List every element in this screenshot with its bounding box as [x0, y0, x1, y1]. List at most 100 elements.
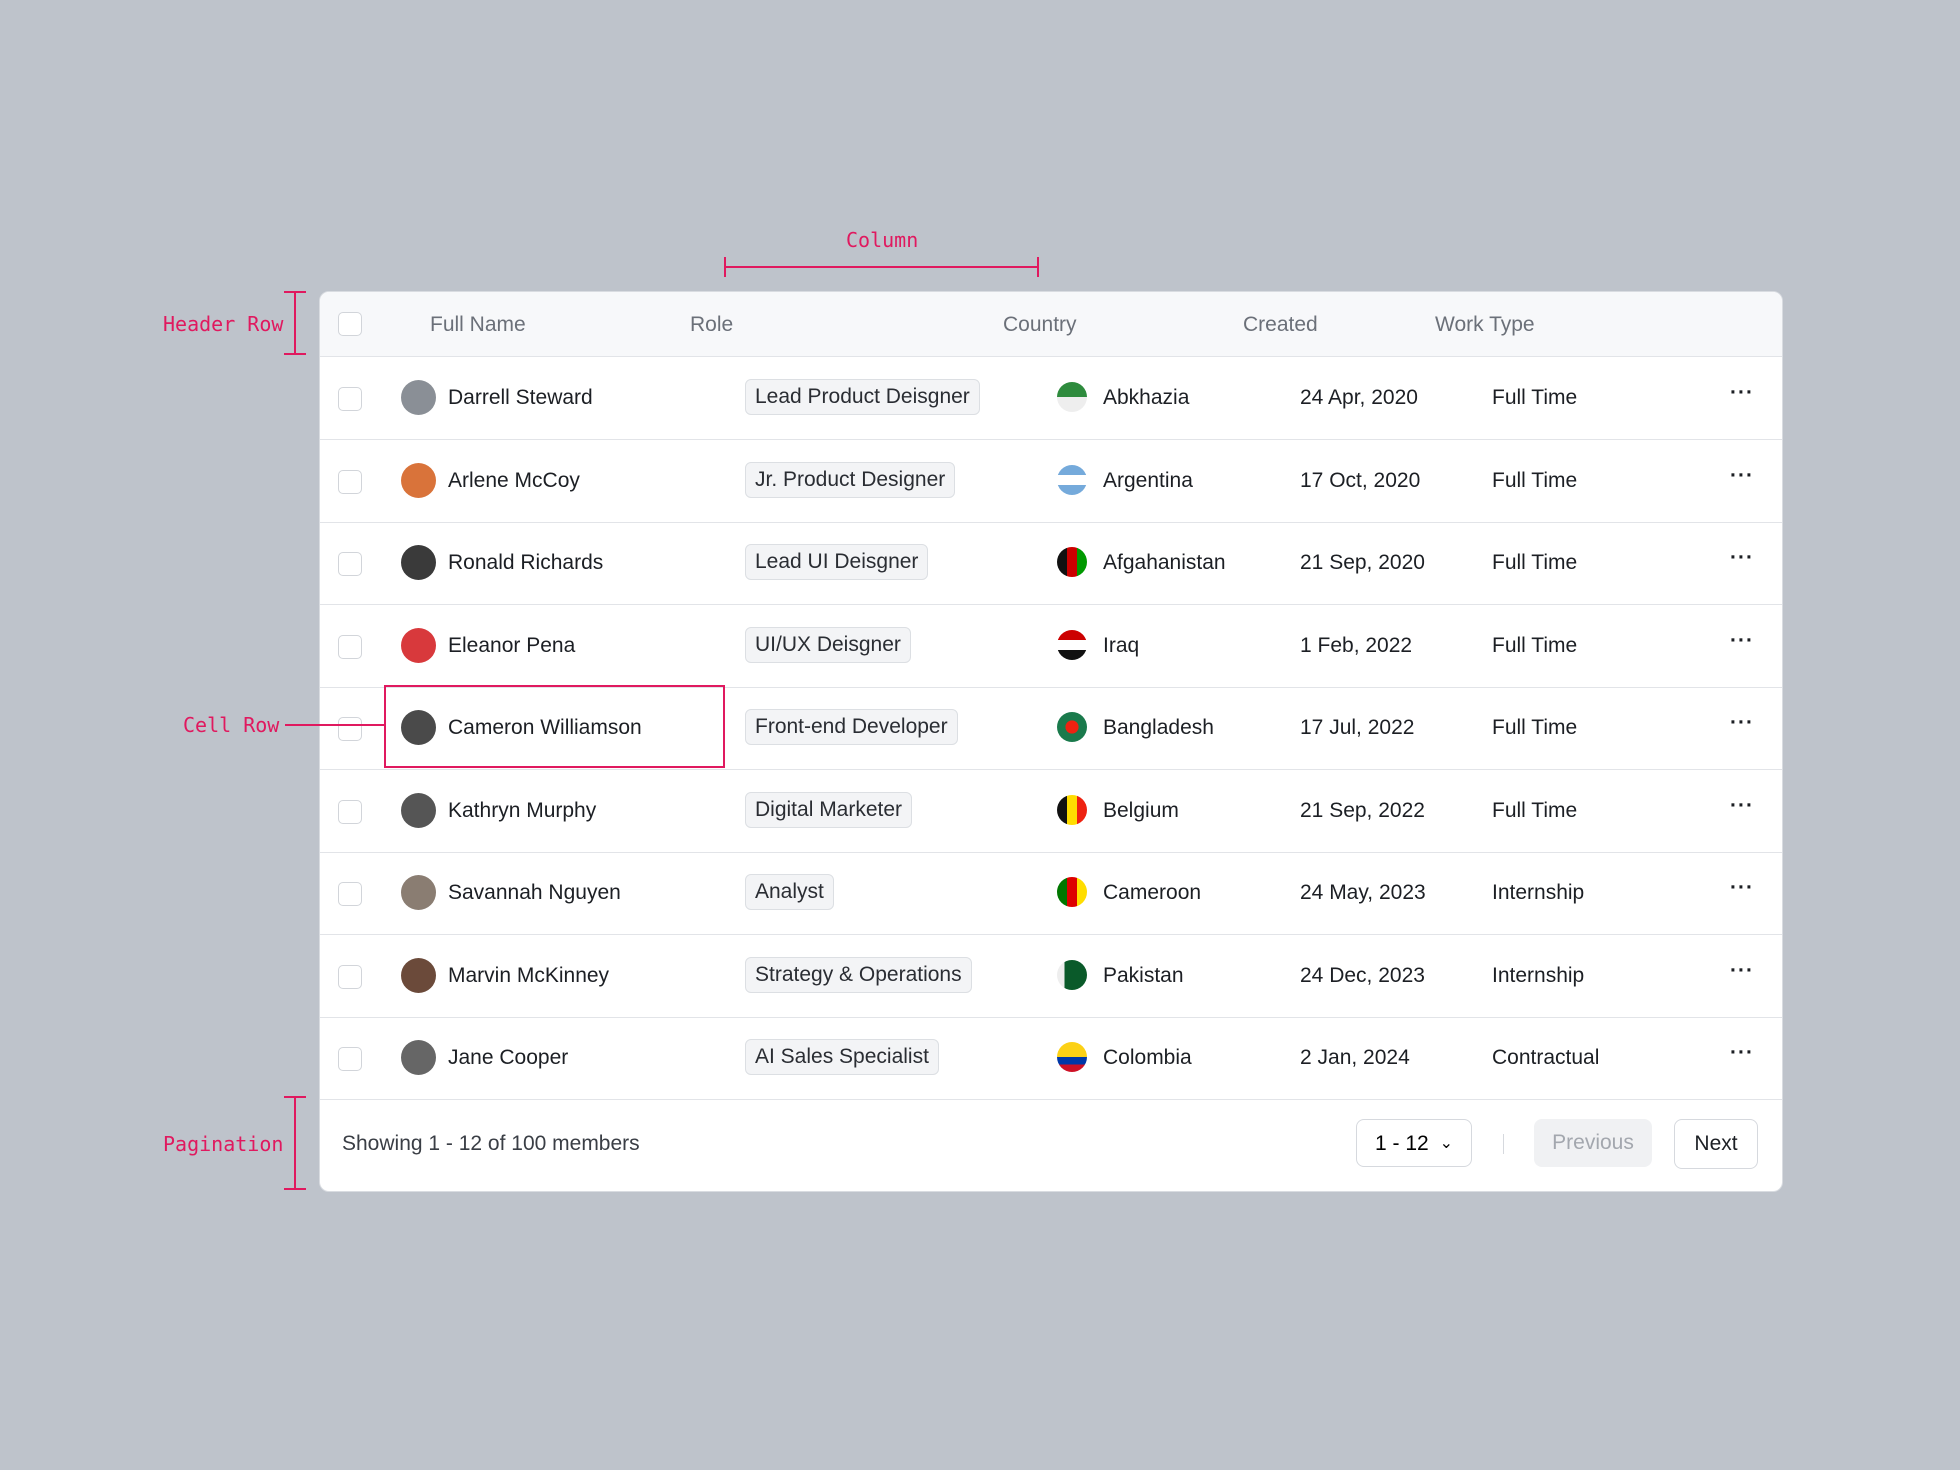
bracket — [284, 291, 306, 293]
divider — [1503, 1134, 1504, 1154]
checkbox[interactable] — [338, 717, 362, 741]
work-type: Internship — [1492, 963, 1585, 987]
flag — [1057, 464, 1087, 495]
country: Afgahanistan — [1103, 551, 1226, 574]
avatar — [401, 462, 436, 498]
avatar — [401, 792, 436, 828]
checkbox[interactable] — [338, 634, 362, 659]
more-menu[interactable]: ··· — [1730, 463, 1754, 487]
annotation: Header Row — [163, 312, 284, 336]
bracket — [725, 266, 1038, 268]
work-type: Internship — [1492, 881, 1585, 904]
table-row: Cameron Williamson Front-end Developer Ban… — [320, 687, 1782, 770]
country: Pakistan — [1103, 963, 1184, 987]
flag — [1057, 629, 1087, 660]
created: 1 Feb, 2022 — [1300, 633, 1413, 657]
chevron: ⌄ — [1439, 1135, 1453, 1152]
role-tag: Lead Product Deisgner — [745, 379, 980, 415]
full-name: Marvin McKinney — [448, 963, 610, 987]
role-tag: Strategy & Operations — [745, 956, 972, 993]
checkbox[interactable] — [338, 469, 362, 494]
header-row: Full Name Role Country Created Work Type — [320, 292, 1782, 357]
flag — [1057, 794, 1087, 825]
avatar — [401, 957, 436, 993]
country: Bangladesh — [1103, 716, 1214, 739]
flag — [1057, 547, 1087, 577]
work-type: Full Time — [1492, 798, 1578, 822]
bracket — [284, 353, 306, 355]
full-name: Jane Cooper — [448, 1046, 569, 1069]
avatar — [401, 1040, 436, 1075]
avatar — [401, 380, 436, 415]
table-row: Eleanor Pena UI/UX Deisgner Iraq 1 Feb, 202… — [320, 605, 1782, 688]
more-menu[interactable]: ··· — [1730, 958, 1754, 982]
bracket — [1037, 257, 1039, 277]
created: 21 Sep, 2020 — [1300, 551, 1425, 574]
more-menu[interactable]: ··· — [1730, 628, 1754, 652]
flag — [1057, 712, 1087, 742]
table-row: Marvin McKinney Strategy & Operations Paki… — [320, 935, 1782, 1018]
table-row: Jane Cooper AI Sales Specialist Colombia 2 … — [320, 1017, 1782, 1100]
header-label: Work Type — [1435, 313, 1535, 336]
full-name: Eleanor Pena — [448, 633, 576, 657]
flag — [1057, 959, 1087, 990]
checkbox[interactable] — [338, 882, 362, 906]
full-name: Savannah Nguyen — [448, 881, 621, 904]
bracket — [724, 257, 726, 277]
header-label: Country — [1003, 313, 1077, 336]
more-menu[interactable]: ··· — [1730, 793, 1754, 817]
pagination: Showing 1 - 12 of 100 members 1 - 12 ⌄ Pr… — [320, 1097, 1782, 1191]
more-menu[interactable]: ··· — [1730, 876, 1754, 899]
more-menu[interactable]: ··· — [1730, 711, 1754, 734]
checkbox[interactable] — [338, 799, 362, 824]
flag — [1057, 1042, 1087, 1072]
table-row: Darrell Steward Lead Product Deisgner Abkh… — [320, 357, 1782, 440]
previous-button[interactable]: Previous — [1534, 1119, 1652, 1167]
role-tag: Lead UI Deisgner — [745, 544, 929, 580]
avatar — [401, 545, 436, 580]
work-type: Contractual — [1492, 1046, 1600, 1069]
next-button[interactable]: Next — [1674, 1119, 1758, 1169]
created: 24 May, 2023 — [1300, 881, 1426, 904]
header-label: Role — [690, 313, 734, 336]
annotation: Column — [846, 228, 919, 252]
country: Abkhazia — [1103, 386, 1190, 409]
table-row: Kathryn Murphy Digital Marketer Belgium 21 … — [320, 770, 1782, 853]
more-menu[interactable]: ··· — [1730, 381, 1754, 404]
bracket — [284, 1096, 306, 1098]
annotation: Cell Row — [183, 713, 280, 737]
flag — [1057, 877, 1087, 907]
cell-highlight — [384, 685, 725, 768]
country: Iraq — [1103, 633, 1140, 657]
checkbox[interactable] — [338, 387, 362, 411]
pointer-line — [285, 724, 384, 726]
more-menu[interactable]: ··· — [1730, 546, 1754, 569]
table-row: Arlene McCoy Jr. Product Designer Argentin… — [320, 440, 1782, 523]
country: Argentina — [1103, 468, 1193, 492]
checkbox[interactable] — [338, 312, 362, 336]
full-name: Ronald Richards — [448, 551, 604, 574]
flag — [1057, 382, 1087, 412]
full-name: Kathryn Murphy — [448, 798, 597, 822]
role-tag: AI Sales Specialist — [745, 1039, 939, 1075]
summary: Showing 1 - 12 of 100 members — [342, 1132, 640, 1155]
work-type: Full Time — [1492, 633, 1578, 657]
role-tag: Front-end Developer — [745, 709, 958, 745]
more-menu[interactable]: ··· — [1730, 1041, 1754, 1064]
avatar — [401, 710, 436, 745]
header-label: Created — [1243, 313, 1318, 336]
bracket — [284, 1188, 306, 1190]
checkbox[interactable] — [338, 552, 362, 576]
page-size-select[interactable]: 1 - 12 ⌄ — [1356, 1119, 1472, 1167]
role-tag: Jr. Product Designer — [745, 461, 956, 498]
checkbox[interactable] — [338, 964, 362, 989]
created: 24 Apr, 2020 — [1300, 386, 1418, 409]
page-size: 1 - 12 — [1375, 1132, 1429, 1155]
work-type: Full Time — [1492, 551, 1578, 574]
checkbox[interactable] — [338, 1047, 362, 1071]
created: 17 Oct, 2020 — [1300, 468, 1421, 492]
created: 2 Jan, 2024 — [1300, 1046, 1410, 1069]
country: Colombia — [1103, 1046, 1192, 1069]
full-name: Arlene McCoy — [448, 468, 580, 492]
